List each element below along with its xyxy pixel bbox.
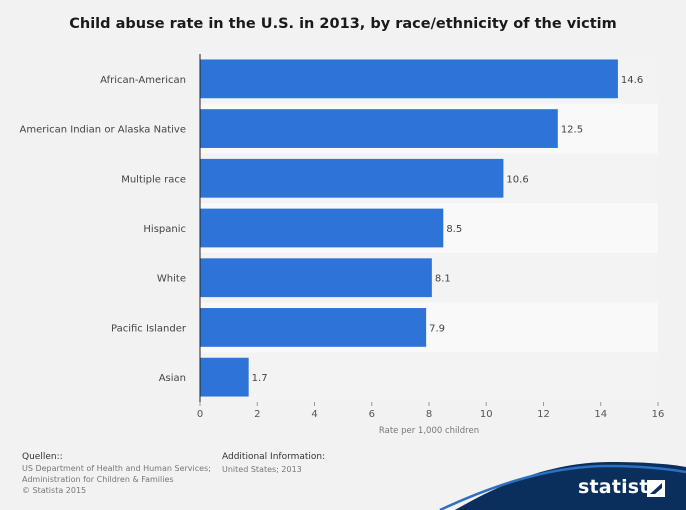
x-axis-label: Rate per 1,000 children [379, 426, 479, 436]
category-label: Pacific Islander [111, 323, 187, 334]
category-label: Hispanic [143, 224, 186, 235]
category-label: White [157, 274, 186, 285]
x-tick-label: 0 [197, 409, 203, 420]
statista-logo[interactable]: statista [578, 476, 662, 498]
copyright-line: © Statista 2015 [22, 486, 87, 495]
bar [200, 308, 427, 347]
bar [200, 158, 504, 198]
x-tick-label: 6 [369, 409, 375, 420]
bar-value-label: 12.5 [561, 125, 583, 136]
statista-logo-icon [647, 480, 665, 497]
category-label: American Indian or Alaska Native [20, 125, 187, 136]
x-tick-label: 16 [652, 409, 665, 420]
bar-value-label: 8.5 [446, 224, 462, 235]
plot-band [200, 352, 658, 402]
bar-value-label: 1.7 [252, 373, 268, 384]
bar [200, 357, 249, 397]
source-line: US Department of Health and Human Servic… [22, 464, 211, 473]
bar-value-label: 10.6 [506, 174, 528, 185]
chart-title: Child abuse rate in the U.S. in 2013, by… [69, 16, 617, 32]
bar-value-label: 7.9 [429, 323, 445, 334]
x-tick-label: 2 [254, 409, 260, 420]
x-tick-label: 10 [480, 409, 493, 420]
additional-info-text: United States; 2013 [222, 465, 302, 474]
sources-heading: Quellen:: [22, 452, 63, 462]
bar [200, 208, 444, 248]
bar [200, 258, 432, 298]
additional-info-heading: Additional Information: [222, 452, 326, 462]
x-tick-label: 4 [311, 409, 317, 420]
x-tick-label: 14 [594, 409, 607, 420]
category-label: African-American [100, 75, 186, 86]
category-label: Asian [159, 373, 186, 384]
source-line: Administration for Children & Families [22, 475, 174, 484]
x-tick-label: 8 [426, 409, 432, 420]
bar-value-label: 8.1 [435, 274, 451, 285]
bar [200, 59, 618, 99]
bar-chart: 14.6 African-American 12.5 American Indian … [20, 54, 665, 436]
x-tick-label: 12 [537, 409, 550, 420]
category-label: Multiple race [121, 174, 186, 185]
bar-value-label: 14.6 [621, 75, 643, 86]
bar [200, 109, 558, 148]
